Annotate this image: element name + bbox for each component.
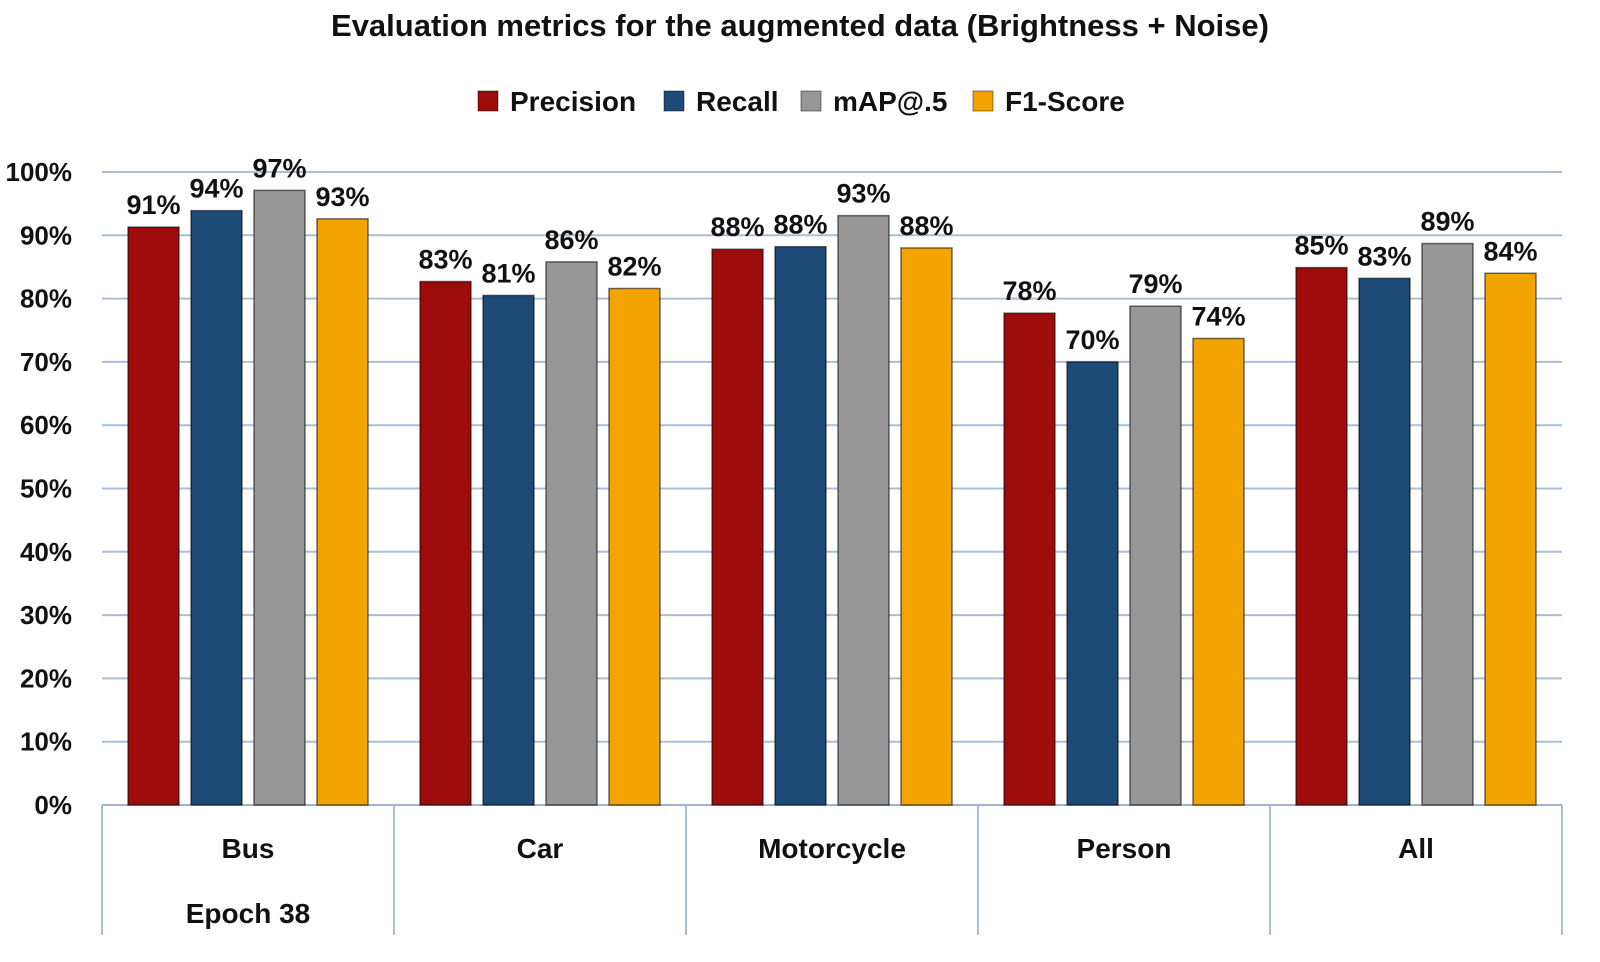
y-tick-label-0: 0% <box>34 790 72 820</box>
y-tick-label-60: 60% <box>20 410 72 440</box>
data-label-motorcycle-map-5: 93% <box>836 179 890 209</box>
x-category-label-all: All <box>1398 833 1434 864</box>
bar-person-recall <box>1066 361 1119 806</box>
bar-bus-map-5 <box>253 189 306 806</box>
data-label-all-precision: 85% <box>1294 231 1348 261</box>
legend-label-f1-score: F1-Score <box>1005 86 1125 117</box>
bar-motorcycle-f1-score <box>900 247 953 806</box>
bar-person-precision <box>1003 312 1056 806</box>
y-tick-label-90: 90% <box>20 220 72 250</box>
y-tick-label-80: 80% <box>20 284 72 314</box>
data-label-car-precision: 83% <box>418 245 472 275</box>
bar-motorcycle-precision <box>711 248 764 806</box>
data-label-person-recall: 70% <box>1065 325 1119 355</box>
bar-all-f1-score <box>1484 272 1537 806</box>
chart-title: Evaluation metrics for the augmented dat… <box>331 8 1269 43</box>
x-category-label-bus: Bus <box>222 833 275 864</box>
x-group-label: Epoch 38 <box>186 898 310 929</box>
y-tick-label-30: 30% <box>20 600 72 630</box>
legend-label-precision: Precision <box>510 86 636 117</box>
legend-swatch-precision <box>477 90 499 112</box>
bar-car-recall <box>482 294 535 806</box>
bar-car-precision <box>419 280 472 806</box>
data-label-person-f1-score: 74% <box>1191 301 1245 331</box>
data-label-bus-precision: 91% <box>126 190 180 220</box>
bar-person-map-5 <box>1129 305 1182 806</box>
data-label-all-map-5: 89% <box>1420 207 1474 237</box>
legend-swatch-recall <box>663 90 685 112</box>
data-label-person-map-5: 79% <box>1128 269 1182 299</box>
data-labels: 91% 94% 97% 93% 83% 81% 86% 82% 88% 88% 93% 88% 78% 7… <box>126 153 1537 355</box>
x-category-label-motorcycle: Motorcycle <box>758 833 906 864</box>
y-tick-label-50: 50% <box>20 474 72 504</box>
x-category-label-car: Car <box>517 833 564 864</box>
data-label-person-precision: 78% <box>1002 276 1056 306</box>
data-label-motorcycle-precision: 88% <box>710 212 764 242</box>
bar-motorcycle-recall <box>774 245 827 806</box>
legend-label-recall: Recall <box>696 86 779 117</box>
bar-car-map-5 <box>545 261 598 806</box>
bar-all-recall <box>1358 277 1411 806</box>
data-label-all-recall: 83% <box>1357 241 1411 271</box>
y-tick-label-20: 20% <box>20 663 72 693</box>
data-label-bus-f1-score: 93% <box>315 182 369 212</box>
bar-bus-f1-score <box>316 218 369 806</box>
bar-bus-precision <box>127 226 180 806</box>
bar-all-precision <box>1295 266 1348 806</box>
y-tick-label-100: 100% <box>6 157 73 187</box>
legend: Precision Recall mAP@.5 F1-Score <box>477 86 1125 117</box>
data-label-bus-map-5: 97% <box>252 153 306 183</box>
data-label-motorcycle-f1-score: 88% <box>899 211 953 241</box>
y-tick-label-70: 70% <box>20 347 72 377</box>
legend-swatch-f1-score <box>972 90 994 112</box>
legend-swatch-map-5 <box>800 90 822 112</box>
y-tick-label-40: 40% <box>20 537 72 567</box>
y-axis: 0% 10% 20% 30% 40% 50% 60% 70% 80% 90% 100% <box>6 157 73 820</box>
data-label-car-map-5: 86% <box>544 225 598 255</box>
data-label-motorcycle-recall: 88% <box>773 210 827 240</box>
bars <box>127 189 1537 806</box>
x-category-label-person: Person <box>1077 833 1172 864</box>
bar-motorcycle-map-5 <box>837 214 890 806</box>
bar-bus-recall <box>190 209 243 806</box>
x-axis: Bus Car Motorcycle Person All Epoch 38 <box>101 805 1563 935</box>
bar-all-map-5 <box>1421 242 1474 806</box>
legend-label-map-5: mAP@.5 <box>833 86 947 117</box>
data-label-bus-recall: 94% <box>189 174 243 204</box>
y-tick-label-10: 10% <box>20 727 72 757</box>
bar-car-f1-score <box>608 287 661 806</box>
data-label-car-f1-score: 82% <box>607 251 661 281</box>
data-label-all-f1-score: 84% <box>1483 236 1537 266</box>
data-label-car-recall: 81% <box>481 258 535 288</box>
bar-person-f1-score <box>1192 337 1245 806</box>
